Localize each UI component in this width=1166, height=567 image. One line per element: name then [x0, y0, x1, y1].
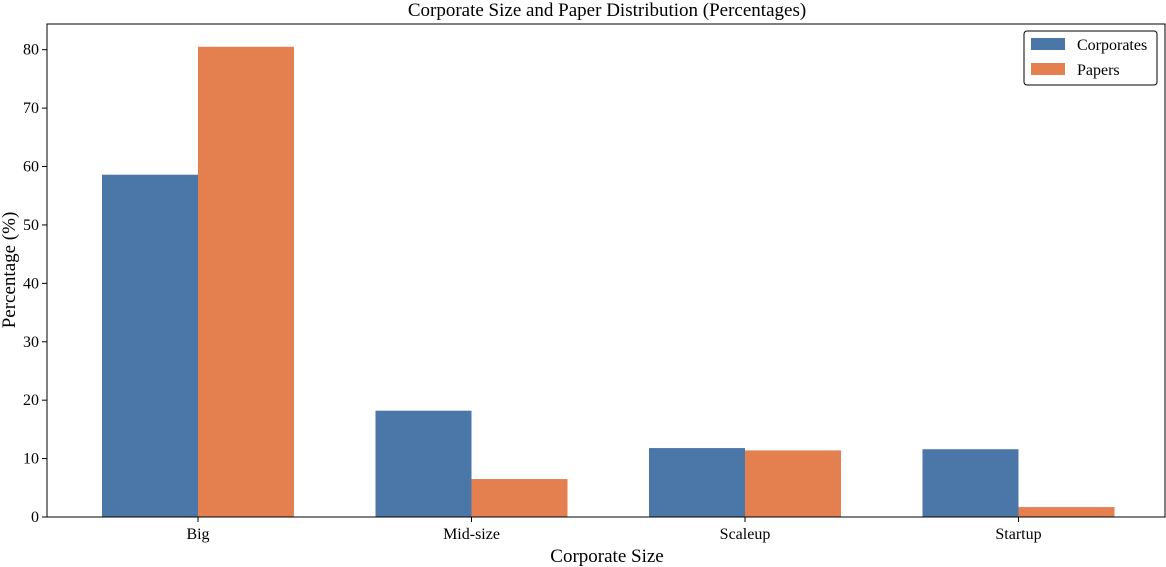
y-tick-label-80: 80 — [23, 42, 39, 59]
legend-label-papers: Papers — [1077, 62, 1120, 79]
legend-label-corporates: Corporates — [1077, 37, 1147, 54]
x-axis: Big Mid-size Scaleup Startup — [186, 517, 1042, 543]
legend: Corporates Papers — [1023, 30, 1158, 86]
x-axis-label: Corporate Size — [550, 546, 663, 567]
y-tick-label-30: 30 — [23, 334, 39, 351]
x-tick-label-startup: Startup — [995, 526, 1041, 543]
x-tick-label-scaleup: Scaleup — [720, 526, 771, 543]
y-tick-label-50: 50 — [23, 217, 39, 234]
bar-corporates-big — [102, 174, 198, 517]
bar-corporates-scaleup — [649, 448, 745, 517]
y-tick-label-10: 10 — [23, 451, 39, 468]
x-tick-label-mid-size: Mid-size — [443, 526, 500, 543]
plot-area — [102, 46, 1115, 517]
bar-papers-big — [198, 46, 294, 517]
bar-corporates-startup — [922, 449, 1019, 517]
y-axis-label: Percentage (%) — [0, 212, 20, 329]
x-tick-label-big: Big — [186, 526, 209, 543]
chart-title: Corporate Size and Paper Distribution (P… — [408, 0, 806, 21]
y-tick-label-20: 20 — [23, 392, 39, 409]
bar-papers-startup — [1018, 507, 1115, 517]
y-tick-label-60: 60 — [23, 159, 39, 176]
legend-swatch-corporates — [1031, 38, 1065, 50]
bar-papers-scaleup — [745, 450, 841, 517]
legend-swatch-papers — [1031, 63, 1065, 75]
y-tick-label-70: 70 — [23, 100, 39, 117]
y-tick-label-0: 0 — [31, 509, 39, 526]
bar-corporates-mid-size — [375, 410, 472, 517]
y-tick-label-40: 40 — [23, 275, 39, 292]
y-axis: 0 10 20 30 40 50 60 70 80 — [23, 42, 47, 526]
plot-frame — [46, 23, 1166, 518]
bar-papers-mid-size — [471, 479, 568, 517]
